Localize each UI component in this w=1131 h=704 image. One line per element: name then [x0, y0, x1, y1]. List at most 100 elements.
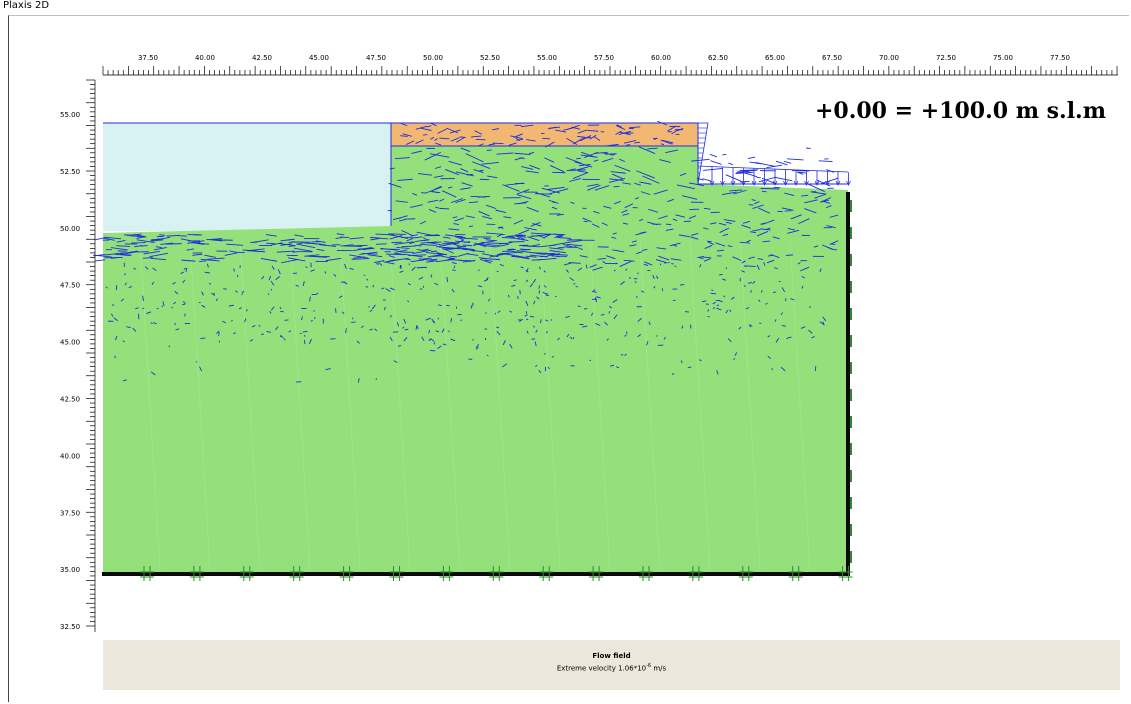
flow-arrow: [629, 244, 637, 247]
flow-arrow: [608, 305, 613, 309]
flow-arrow: [784, 192, 795, 196]
flow-arrow: [756, 231, 769, 237]
flow-arrow: [429, 153, 450, 158]
flow-arrow: [403, 336, 408, 342]
flow-arrow: [206, 263, 209, 268]
flow-arrow: [241, 290, 245, 294]
flow-arrow: [133, 267, 137, 270]
flow-arrow: [634, 182, 641, 186]
flow-arrow: [421, 336, 425, 342]
flow-arrow: [690, 233, 699, 236]
flow-arrow: [455, 240, 470, 244]
flow-arrow: [182, 303, 186, 306]
flow-arrow: [537, 257, 557, 261]
flow-arrow: [508, 142, 517, 146]
flow-arrow: [396, 247, 410, 249]
flow-arrow: [613, 185, 620, 188]
fixity-marker: [539, 566, 554, 581]
flow-arrow: [821, 177, 839, 185]
flow-arrow: [593, 210, 600, 214]
mesh-lines: [139, 239, 811, 571]
flow-arrow: [309, 296, 311, 302]
x-tick-label: 45.00: [309, 54, 329, 62]
flow-arrow: [642, 249, 648, 251]
flow-arrow: [271, 265, 275, 270]
flow-arrow: [722, 278, 727, 281]
flow-arrow: [413, 236, 423, 239]
flow-arrow: [634, 280, 637, 284]
flow-arrow: [423, 257, 432, 260]
flow-arrow: [514, 235, 525, 240]
flow-arrow: [819, 268, 822, 273]
flow-arrow: [113, 317, 119, 322]
flow-arrow: [568, 262, 581, 264]
flow-arrow: [151, 281, 155, 286]
flow-arrow: [233, 268, 235, 272]
flow-arrow: [601, 157, 614, 163]
flow-arrow: [116, 245, 131, 247]
flow-arrow: [462, 244, 473, 247]
flow-arrow: [514, 152, 531, 156]
flow-arrow: [674, 265, 677, 268]
flow-arrow: [525, 300, 529, 306]
flow-arrow: [541, 187, 561, 194]
flow-arrow: [389, 336, 393, 342]
flow-arrow: [628, 277, 632, 279]
flow-arrow: [120, 298, 125, 302]
flow-arrow: [577, 170, 589, 173]
fixity-marker: [838, 566, 853, 581]
flow-arrow: [549, 241, 570, 247]
flow-arrow: [421, 248, 429, 251]
flow-arrow: [616, 124, 623, 128]
flow-arrow: [735, 171, 754, 174]
flow-arrow: [502, 184, 520, 192]
flow-arrow: [593, 159, 599, 162]
flow-arrow: [765, 302, 768, 305]
flow-arrow: [383, 261, 395, 265]
flow-arrow: [126, 326, 131, 328]
flow-arrow: [710, 222, 717, 225]
flow-arrow: [610, 364, 615, 367]
flow-arrow: [774, 267, 778, 270]
flow-arrow: [628, 126, 641, 129]
y-tick-label: 50.00: [60, 225, 80, 233]
flow-arrow: [742, 220, 751, 224]
flow-arrow: [687, 366, 692, 369]
flow-arrow: [428, 329, 431, 334]
flow-arrow: [407, 283, 411, 286]
flow-arrow: [525, 255, 537, 258]
flow-arrow: [253, 239, 269, 243]
flow-arrow: [381, 287, 385, 290]
flow-arrow: [808, 329, 813, 334]
flow-arrow: [636, 251, 643, 255]
flow-arrow: [497, 243, 509, 248]
flow-arrow: [173, 301, 177, 305]
flow-arrow: [412, 192, 418, 196]
flow-arrow: [605, 153, 617, 155]
flow-arrows: [93, 120, 839, 383]
flow-arrow: [725, 309, 729, 314]
flow-arrow: [436, 252, 448, 256]
flow-arrow: [335, 236, 343, 240]
flow-arrow: [266, 330, 272, 333]
flow-arrow: [774, 176, 793, 182]
flow-arrow: [796, 171, 804, 175]
flow-arrow: [601, 222, 608, 226]
flow-arrow: [634, 197, 640, 200]
flow-arrow: [399, 219, 406, 222]
flow-arrow: [140, 245, 148, 247]
flow-arrow: [699, 257, 704, 260]
flow-arrow: [665, 223, 672, 226]
flow-arrow: [718, 299, 723, 303]
flow-arrow: [401, 245, 416, 248]
flow-arrow: [409, 241, 416, 245]
flow-arrow: [743, 285, 746, 288]
flow-arrow: [781, 207, 794, 211]
flow-arrow: [481, 257, 501, 261]
flow-arrow: [697, 255, 705, 258]
fixity-marker: [489, 566, 504, 581]
flow-arrow: [477, 269, 480, 272]
flow-arrow: [577, 135, 586, 138]
flow-arrow: [821, 199, 829, 203]
